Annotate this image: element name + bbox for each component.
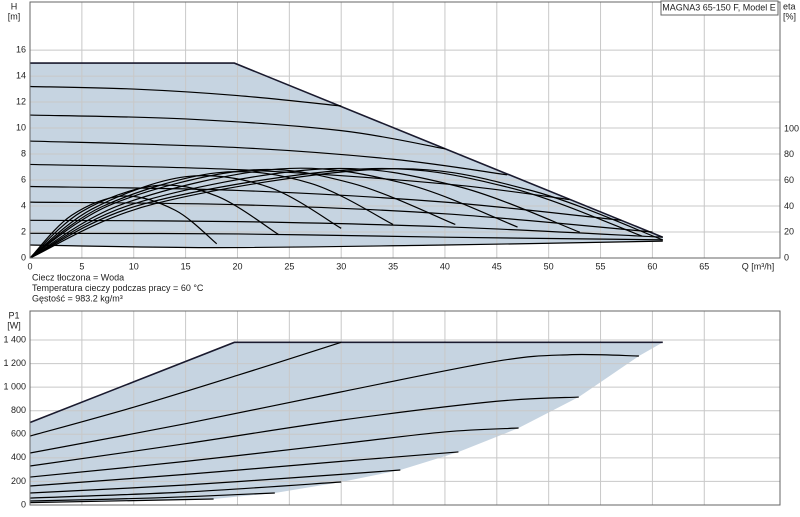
y-tick-label: 10 — [16, 122, 26, 132]
efficiency-curve — [30, 184, 280, 258]
x-tick-label: 0 — [27, 261, 32, 271]
performance-curve — [30, 492, 275, 502]
y-axis-unit: [W] — [7, 320, 21, 330]
y2-axis-unit: [%] — [783, 11, 796, 21]
y-tick-label: 16 — [16, 44, 26, 54]
performance-curve — [30, 396, 579, 467]
plot-border — [29, 310, 781, 506]
y-axis-unit: [m] — [8, 11, 21, 21]
y2-tick-label: 20 — [784, 227, 794, 237]
performance-curve — [30, 219, 663, 238]
annotation: Ciecz tłoczona = Woda — [32, 272, 124, 282]
y-tick-label: 200 — [11, 476, 26, 486]
performance-curve — [30, 427, 519, 478]
efficiency-curve — [30, 167, 518, 258]
performance-curve — [30, 85, 342, 107]
x-axis-label: Q [m³/h] — [742, 261, 775, 271]
performance-curve — [30, 114, 446, 150]
efficiency-curve — [30, 171, 394, 258]
performance-curve — [30, 232, 663, 241]
x-tick-label: 55 — [596, 261, 606, 271]
x-tick-label: 30 — [336, 261, 346, 271]
y-tick-label: 2 — [21, 226, 26, 236]
y2-axis-label: eta — [783, 1, 796, 11]
x-tick-label: 35 — [388, 261, 398, 271]
performance-curve — [30, 140, 508, 176]
x-tick-label: 25 — [284, 261, 294, 271]
performance-curve — [30, 451, 459, 487]
y-tick-label: 8 — [21, 148, 26, 158]
y2-tick-label: 40 — [784, 201, 794, 211]
performance-curve — [30, 481, 342, 499]
y2-tick-label: 60 — [784, 175, 794, 185]
performance-curve — [30, 341, 663, 424]
efficiency-curve — [30, 167, 581, 258]
efficiency-curve — [30, 167, 643, 258]
title-box — [660, 0, 779, 16]
y2-tick-label: 100 — [784, 123, 799, 133]
y-tick-label: 12 — [16, 96, 26, 106]
x-tick-label: 60 — [647, 261, 657, 271]
operating-area — [30, 342, 663, 503]
y-tick-label: 14 — [16, 70, 26, 80]
y2-tick-label: 0 — [784, 252, 789, 262]
y-tick-label: 0 — [21, 252, 26, 262]
y-tick-label: 4 — [21, 200, 26, 210]
performance-curve — [30, 498, 214, 504]
efficiency-curve — [30, 195, 218, 258]
y2-tick-label: 80 — [784, 149, 794, 159]
y-tick-label: 1 400 — [3, 334, 26, 344]
y-tick-label: 800 — [11, 405, 26, 415]
x-tick-label: 20 — [232, 261, 242, 271]
y-axis-label: P1 — [8, 310, 19, 320]
y-tick-label: 0 — [21, 499, 26, 509]
performance-curve — [30, 469, 401, 494]
efficiency-curve — [30, 168, 663, 258]
x-tick-label: 45 — [492, 261, 502, 271]
x-tick-label: 40 — [440, 261, 450, 271]
plot — [30, 311, 780, 505]
efficiency-curve — [30, 168, 456, 258]
performance-curve — [30, 62, 664, 238]
annotation: Temperatura cieczy podczas pracy = 60 °C — [32, 283, 204, 293]
performance-curve — [30, 240, 663, 249]
y-axis-label: H — [11, 1, 18, 11]
y-tick-label: 1 200 — [3, 358, 26, 368]
plot-border — [29, 1, 781, 259]
x-tick-label: 10 — [129, 261, 139, 271]
performance-curve — [30, 201, 653, 233]
y-tick-label: 6 — [21, 174, 26, 184]
annotation: Gęstość = 983.2 kg/m³ — [32, 293, 123, 303]
x-tick-label: 15 — [181, 261, 191, 271]
y-tick-label: 400 — [11, 452, 26, 462]
plot — [30, 2, 780, 258]
x-tick-label: 65 — [699, 261, 709, 271]
x-tick-label: 50 — [544, 261, 554, 271]
x-tick-label: 5 — [79, 261, 84, 271]
performance-curve — [30, 163, 570, 201]
performance-curve — [30, 353, 639, 454]
chart-title: MAGNA3 65-150 F, Model E — [662, 2, 776, 12]
plots: 0 2 4 6 8 10 12 14 16 0 20 40 60 80 100 0 5 10 15 20 25 30 35 4… — [3, 0, 799, 509]
performance-curve — [30, 341, 342, 437]
performance-curve — [30, 185, 622, 221]
y-tick-label: 1 000 — [3, 382, 26, 392]
efficiency-curve — [30, 174, 342, 258]
y-tick-label: 600 — [11, 429, 26, 439]
